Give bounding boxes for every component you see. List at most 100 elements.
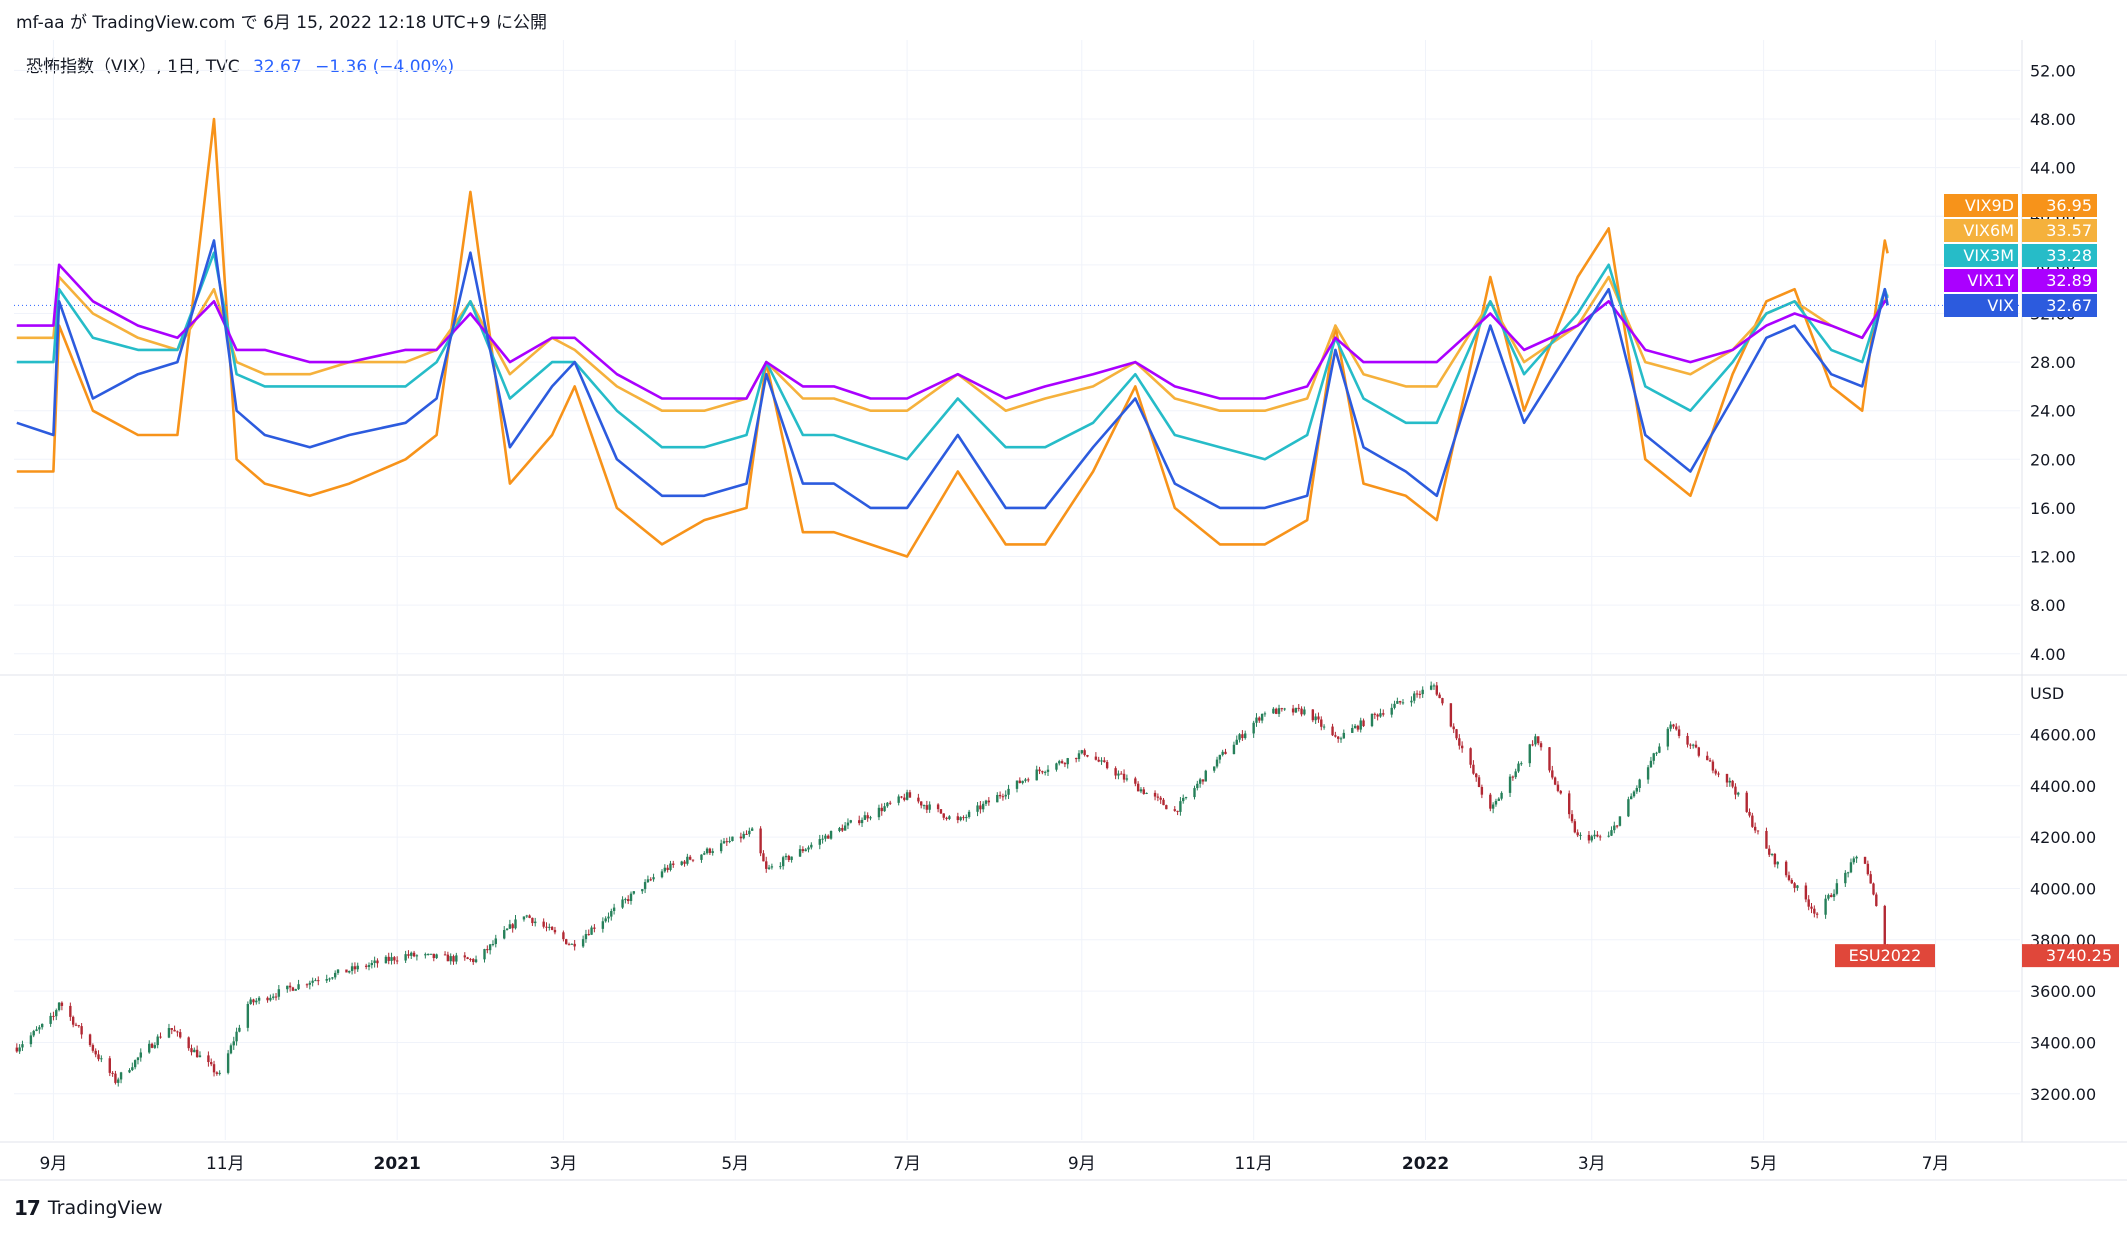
candle-body bbox=[666, 867, 669, 870]
footer-brand[interactable]: 𝟭𝟳 TradingView bbox=[14, 1196, 163, 1220]
candle-body bbox=[1379, 713, 1382, 717]
es-tag-name: ESU2022 bbox=[1849, 946, 1922, 965]
candle-body bbox=[1610, 830, 1613, 836]
candle-body bbox=[922, 805, 926, 807]
candle-body bbox=[939, 809, 943, 814]
candle-body bbox=[553, 929, 557, 933]
candle-body bbox=[1390, 707, 1393, 715]
candle-body bbox=[1063, 763, 1067, 765]
x-tick-label: 11月 bbox=[206, 1154, 245, 1174]
candle-body bbox=[1849, 862, 1853, 873]
candle-body bbox=[173, 1029, 176, 1032]
candle-body bbox=[1260, 713, 1264, 721]
candle-body bbox=[1100, 760, 1103, 762]
es-y-tick: 4000.00 bbox=[2030, 879, 2096, 898]
candle-body bbox=[494, 938, 497, 945]
symbol-legend[interactable]: 恐怖指数（VIX）, 1日, TVC 32.67 −1.36 (−4.00%) bbox=[26, 52, 454, 77]
candle-body bbox=[198, 1055, 202, 1058]
candle-body bbox=[1677, 729, 1681, 736]
candle-body bbox=[962, 817, 965, 819]
candle-body bbox=[1362, 720, 1365, 727]
candle-body bbox=[1134, 778, 1137, 784]
candle-body bbox=[1517, 763, 1520, 772]
x-tick-label: 7月 bbox=[893, 1154, 921, 1174]
candle-body bbox=[531, 917, 534, 924]
candle-body bbox=[1300, 708, 1303, 715]
candle-body bbox=[1883, 905, 1886, 948]
candle-body bbox=[1553, 777, 1557, 785]
candle-body bbox=[1655, 752, 1658, 754]
series-tag-value-box bbox=[2022, 194, 2097, 217]
candle-body bbox=[1599, 836, 1602, 838]
vix-y-tick: 8.00 bbox=[2030, 596, 2066, 615]
candle-body bbox=[1376, 714, 1379, 717]
candle-body bbox=[587, 934, 590, 936]
candle-body bbox=[528, 915, 531, 918]
candle-body bbox=[1480, 786, 1484, 795]
candle-body bbox=[1579, 834, 1582, 836]
candle-body bbox=[1497, 798, 1500, 801]
candle-body bbox=[770, 866, 774, 868]
candle-body bbox=[1494, 800, 1498, 805]
candle-body bbox=[1193, 788, 1196, 798]
candle-body bbox=[32, 1030, 35, 1036]
candle-body bbox=[1714, 770, 1717, 774]
candle-body bbox=[1511, 776, 1515, 778]
candle-body bbox=[1531, 744, 1534, 746]
candle-body bbox=[1587, 834, 1591, 841]
candle-body bbox=[646, 879, 650, 883]
candle-body bbox=[1745, 792, 1748, 812]
candle-body bbox=[1077, 753, 1081, 760]
series-tag-vix3m bbox=[1944, 244, 2018, 267]
candle-body bbox=[190, 1048, 193, 1053]
candle-body bbox=[779, 866, 782, 868]
candle-body bbox=[1125, 778, 1129, 780]
candle-body bbox=[1559, 790, 1562, 794]
candle-body bbox=[370, 962, 374, 966]
candle-body bbox=[1520, 763, 1523, 765]
candle-body bbox=[601, 921, 605, 929]
candle-body bbox=[1018, 780, 1022, 784]
candle-body bbox=[128, 1070, 131, 1073]
candle-body bbox=[1252, 722, 1255, 734]
candle-body bbox=[1548, 747, 1551, 771]
candle-body bbox=[1694, 744, 1698, 748]
candle-body bbox=[1021, 780, 1024, 784]
candle-body bbox=[18, 1047, 21, 1052]
candle-body bbox=[1224, 751, 1227, 755]
candle-body bbox=[703, 853, 706, 855]
candle-body bbox=[407, 954, 410, 956]
candle-body bbox=[686, 856, 689, 864]
candle-body bbox=[1024, 779, 1027, 781]
candle-body bbox=[514, 919, 517, 929]
candle-body bbox=[1159, 797, 1162, 800]
candle-body bbox=[212, 1064, 216, 1073]
series-tag-name: VIX3M bbox=[1963, 246, 2014, 265]
candle-body bbox=[1114, 768, 1117, 776]
candle-body bbox=[1103, 760, 1106, 763]
candle-body bbox=[1449, 703, 1453, 727]
candle-body bbox=[807, 847, 810, 850]
candle-body bbox=[1458, 738, 1461, 746]
last-value: 32.67 bbox=[253, 57, 302, 77]
candle-body bbox=[1753, 826, 1757, 831]
candle-body bbox=[117, 1079, 120, 1083]
candle-body bbox=[74, 1024, 78, 1026]
candle-body bbox=[1731, 780, 1734, 787]
candle-body bbox=[1807, 899, 1810, 907]
candle-body bbox=[610, 910, 613, 917]
candle-body bbox=[1472, 764, 1475, 774]
brand-name: TradingView bbox=[47, 1197, 163, 1219]
candle-body bbox=[979, 805, 982, 810]
candle-body bbox=[1196, 783, 1199, 789]
candle-body bbox=[550, 926, 554, 930]
candle-body bbox=[1294, 707, 1298, 713]
candle-body bbox=[877, 807, 881, 818]
candle-body bbox=[373, 960, 376, 963]
candle-body bbox=[108, 1058, 111, 1073]
candle-body bbox=[1689, 744, 1692, 746]
candle-body bbox=[1863, 856, 1867, 864]
candle-body bbox=[328, 978, 331, 980]
candle-body bbox=[1711, 761, 1715, 771]
